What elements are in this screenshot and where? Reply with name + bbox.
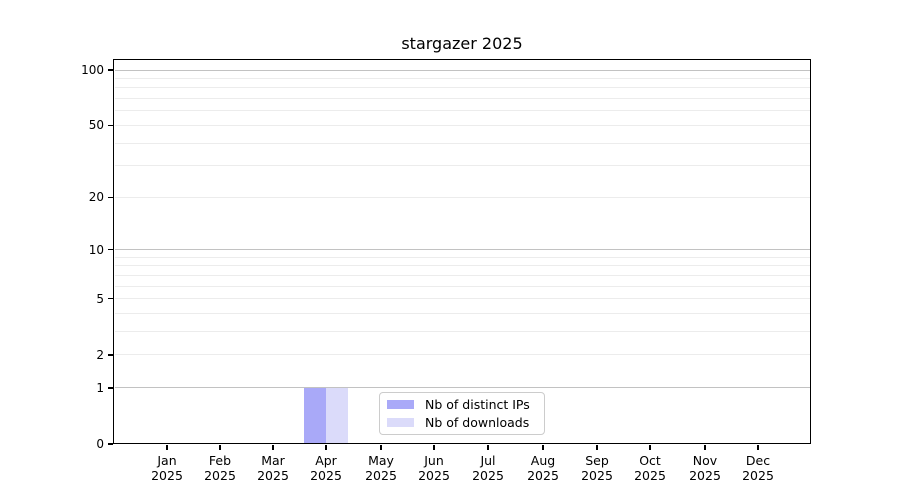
x-tick-mark	[272, 445, 274, 450]
x-tick-label: Aug 2025	[513, 453, 573, 483]
bar-distinct-ips	[304, 387, 326, 444]
y-tick-mark	[108, 387, 113, 389]
x-tick-year: 2025	[472, 468, 504, 483]
x-tick-month: Oct	[639, 453, 661, 468]
y-gridline-major	[115, 387, 810, 389]
x-tick-label: Jan 2025	[137, 453, 197, 483]
x-tick-year: 2025	[257, 468, 289, 483]
x-tick-mark	[542, 445, 544, 450]
x-tick-mark	[380, 445, 382, 450]
y-gridline-minor	[115, 77, 810, 79]
y-gridline-minor	[115, 196, 810, 198]
y-gridline-minor	[115, 331, 810, 333]
x-tick-month: May	[368, 453, 394, 468]
y-gridline-minor	[115, 285, 810, 287]
y-gridline-major	[115, 249, 810, 251]
y-tick-label: 10	[88, 242, 104, 257]
x-tick-label: Mar 2025	[243, 453, 303, 483]
y-gridline-minor	[115, 165, 810, 167]
legend-item-distinct-ips: Nb of distinct IPs	[387, 396, 544, 412]
legend-swatch-distinct-ips	[387, 400, 414, 409]
x-tick-month: Jul	[480, 453, 496, 468]
y-tick-mark	[108, 248, 113, 251]
y-tick-mark	[108, 124, 113, 127]
y-gridline-minor	[115, 354, 810, 356]
y-gridline-minor	[115, 124, 810, 126]
x-tick-label: Dec 2025	[728, 453, 788, 483]
y-gridline-minor	[115, 313, 810, 315]
x-tick-year: 2025	[418, 468, 450, 483]
x-tick-mark	[596, 445, 598, 450]
y-tick-label: 5	[96, 291, 104, 306]
x-tick-label: Oct 2025	[620, 453, 680, 483]
y-tick-mark	[108, 298, 113, 300]
x-tick-label: May 2025	[351, 453, 411, 483]
y-tick-label: 1	[96, 380, 104, 395]
x-tick-year: 2025	[634, 468, 666, 483]
y-tick-mark	[108, 69, 113, 71]
y-gridline-minor	[115, 265, 810, 267]
x-tick-label: Sep 2025	[567, 453, 627, 483]
y-gridline-minor	[115, 87, 810, 89]
x-tick-mark	[219, 445, 221, 450]
x-tick-label: Feb 2025	[190, 453, 250, 483]
y-tick-label: 2	[96, 347, 104, 362]
x-tick-year: 2025	[527, 468, 559, 483]
x-tick-month: Mar	[261, 453, 285, 468]
legend-item-downloads: Nb of downloads	[387, 414, 544, 430]
x-tick-mark	[704, 445, 706, 450]
y-tick-label: 0	[96, 437, 104, 451]
x-tick-month: Jan	[157, 453, 177, 468]
bar-downloads	[326, 387, 348, 444]
y-tick-mark	[108, 196, 113, 198]
x-tick-month: Apr	[315, 453, 337, 468]
axes-frame	[113, 59, 811, 444]
legend-label-distinct-ips: Nb of distinct IPs	[425, 396, 530, 412]
x-tick-year: 2025	[151, 468, 183, 483]
x-tick-mark	[433, 445, 435, 450]
legend-swatch-downloads	[387, 418, 414, 427]
y-gridline-minor	[115, 274, 810, 276]
x-tick-mark	[487, 445, 489, 450]
x-tick-label: Jul 2025	[458, 453, 518, 483]
x-tick-month: Jun	[424, 453, 444, 468]
x-tick-month: Sep	[585, 453, 609, 468]
legend: Nb of distinct IPs Nb of downloads	[379, 392, 545, 435]
x-tick-mark	[649, 445, 651, 450]
x-tick-label: Nov 2025	[675, 453, 735, 483]
y-gridline-minor	[115, 110, 810, 112]
x-tick-month: Nov	[692, 453, 718, 468]
x-tick-year: 2025	[204, 468, 236, 483]
y-gridline-major	[115, 69, 810, 71]
x-tick-mark	[166, 445, 168, 450]
x-tick-month: Feb	[208, 453, 232, 468]
y-tick-label: 20	[88, 190, 104, 205]
x-tick-mark	[757, 445, 759, 450]
y-gridline-minor	[115, 256, 810, 258]
y-tick-label: 100	[81, 63, 104, 77]
x-tick-year: 2025	[689, 468, 721, 483]
y-gridline-minor	[115, 98, 810, 100]
legend-label-downloads: Nb of downloads	[425, 414, 530, 430]
x-tick-year: 2025	[581, 468, 613, 483]
y-tick-mark	[108, 354, 113, 356]
x-tick-month: Dec	[745, 453, 771, 468]
y-tick-mark	[108, 443, 113, 445]
x-tick-month: Aug	[530, 453, 556, 468]
x-tick-mark	[325, 445, 327, 450]
chart-title: stargazer 2025	[401, 34, 523, 53]
y-gridline-minor	[115, 142, 810, 144]
x-tick-label: Jun 2025	[404, 453, 464, 483]
x-tick-label: Apr 2025	[296, 453, 356, 483]
x-tick-year: 2025	[742, 468, 774, 483]
y-gridline-minor	[115, 298, 810, 300]
y-tick-label: 50	[88, 118, 104, 133]
x-tick-year: 2025	[310, 468, 342, 483]
x-tick-year: 2025	[365, 468, 397, 483]
